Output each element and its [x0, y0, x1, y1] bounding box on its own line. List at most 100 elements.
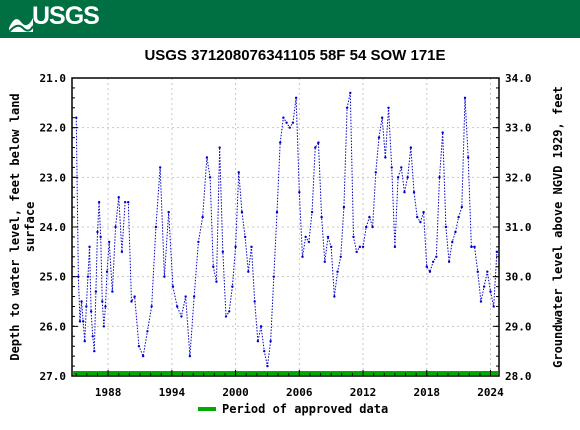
- data-point: [473, 245, 476, 249]
- data-point: [314, 146, 317, 149]
- data-point: [428, 270, 432, 273]
- data-point: [425, 265, 428, 268]
- y-right-tick-label: 30.0: [505, 271, 532, 284]
- x-tick-label: 1994: [159, 386, 186, 399]
- data-point: [323, 260, 327, 263]
- data-point: [291, 121, 295, 124]
- data-point: [339, 255, 342, 258]
- data-point: [180, 315, 183, 318]
- data-point: [365, 225, 368, 229]
- y-axis-right: 34.0 33.0 32.0 31.0 30.0 29.0 28.0: [493, 72, 532, 383]
- data-point: [146, 330, 149, 333]
- data-point: [288, 126, 291, 129]
- data-point: [167, 210, 170, 214]
- data-point: [91, 335, 94, 338]
- data-point: [263, 349, 266, 353]
- data-point: [489, 290, 492, 293]
- data-point: [208, 176, 212, 179]
- data-point: [326, 235, 330, 239]
- data-point: [400, 166, 403, 169]
- data-point: [253, 300, 256, 303]
- data-point: [301, 255, 304, 258]
- data-point: [349, 91, 352, 95]
- data-point: [492, 305, 495, 308]
- series-layer: [75, 91, 499, 368]
- data-point: [310, 210, 314, 214]
- data-point: [345, 106, 349, 110]
- data-point: [393, 245, 397, 249]
- data-point: [188, 354, 192, 358]
- data-point: [81, 320, 85, 323]
- data-point: [329, 245, 333, 249]
- data-point: [117, 196, 120, 199]
- y-left-tick-label: 21.0: [40, 72, 67, 85]
- legend-label: Period of approved data: [222, 402, 388, 416]
- data-point: [422, 210, 425, 214]
- usgs-logo-text: USGS: [32, 2, 100, 30]
- data-point: [463, 96, 467, 100]
- data-point: [444, 225, 448, 229]
- data-point: [384, 156, 387, 159]
- data-point: [361, 245, 365, 249]
- x-tick-label: 2018: [414, 386, 441, 399]
- data-point: [476, 270, 479, 273]
- y-left-tick-label: 22.0: [40, 122, 67, 135]
- data-point: [298, 191, 301, 194]
- data-point: [215, 280, 218, 283]
- x-tick-label: 2024: [477, 386, 504, 399]
- data-point: [184, 295, 187, 298]
- data-point: [221, 250, 225, 254]
- data-point: [192, 295, 196, 298]
- data-point: [93, 349, 96, 353]
- data-point: [285, 121, 288, 124]
- data-point: [234, 245, 237, 249]
- data-point: [231, 285, 234, 288]
- data-point: [358, 245, 362, 249]
- data-point: [374, 171, 377, 174]
- data-point: [130, 300, 133, 303]
- data-point: [228, 310, 231, 313]
- data-point: [269, 340, 272, 343]
- data-point: [457, 215, 460, 219]
- data-point: [342, 205, 346, 209]
- data-point: [275, 210, 279, 214]
- data-point: [266, 364, 269, 368]
- data-point: [419, 220, 422, 224]
- data-point: [94, 290, 98, 293]
- data-point: [224, 315, 228, 318]
- data-point: [201, 215, 204, 219]
- data-point: [154, 225, 158, 229]
- data-point: [377, 136, 381, 139]
- x-tick-label: 2000: [222, 386, 249, 399]
- data-point: [482, 285, 486, 288]
- data-point: [282, 116, 285, 119]
- data-point: [320, 215, 323, 219]
- data-point: [336, 270, 339, 273]
- data-point: [102, 325, 106, 328]
- x-axis: 1988 1994 2000 2006 2012 2018 2024: [75, 370, 504, 399]
- data-point: [218, 146, 221, 149]
- y-right-tick-label: 31.0: [505, 221, 532, 234]
- chart-title: USGS 371208076341105 58F 54 SOW 171E: [144, 47, 445, 64]
- x-tick-label: 1988: [95, 386, 122, 399]
- data-point: [441, 131, 444, 134]
- data-point: [120, 250, 124, 254]
- data-point: [247, 270, 250, 273]
- data-point: [333, 295, 336, 298]
- data-point: [431, 260, 435, 263]
- data-point: [127, 200, 130, 204]
- data-point: [175, 305, 179, 308]
- data-point: [150, 305, 153, 308]
- data-point: [101, 300, 104, 303]
- data-point: [460, 205, 464, 209]
- data-point: [447, 260, 451, 263]
- data-point: [380, 116, 384, 119]
- series-line: [75, 92, 498, 367]
- data-point: [272, 275, 276, 278]
- data-point: [240, 210, 244, 214]
- data-point: [355, 250, 358, 254]
- y-right-tick-label: 29.0: [505, 320, 532, 333]
- data-point: [396, 176, 400, 179]
- y-right-tick-label: 34.0: [505, 72, 532, 85]
